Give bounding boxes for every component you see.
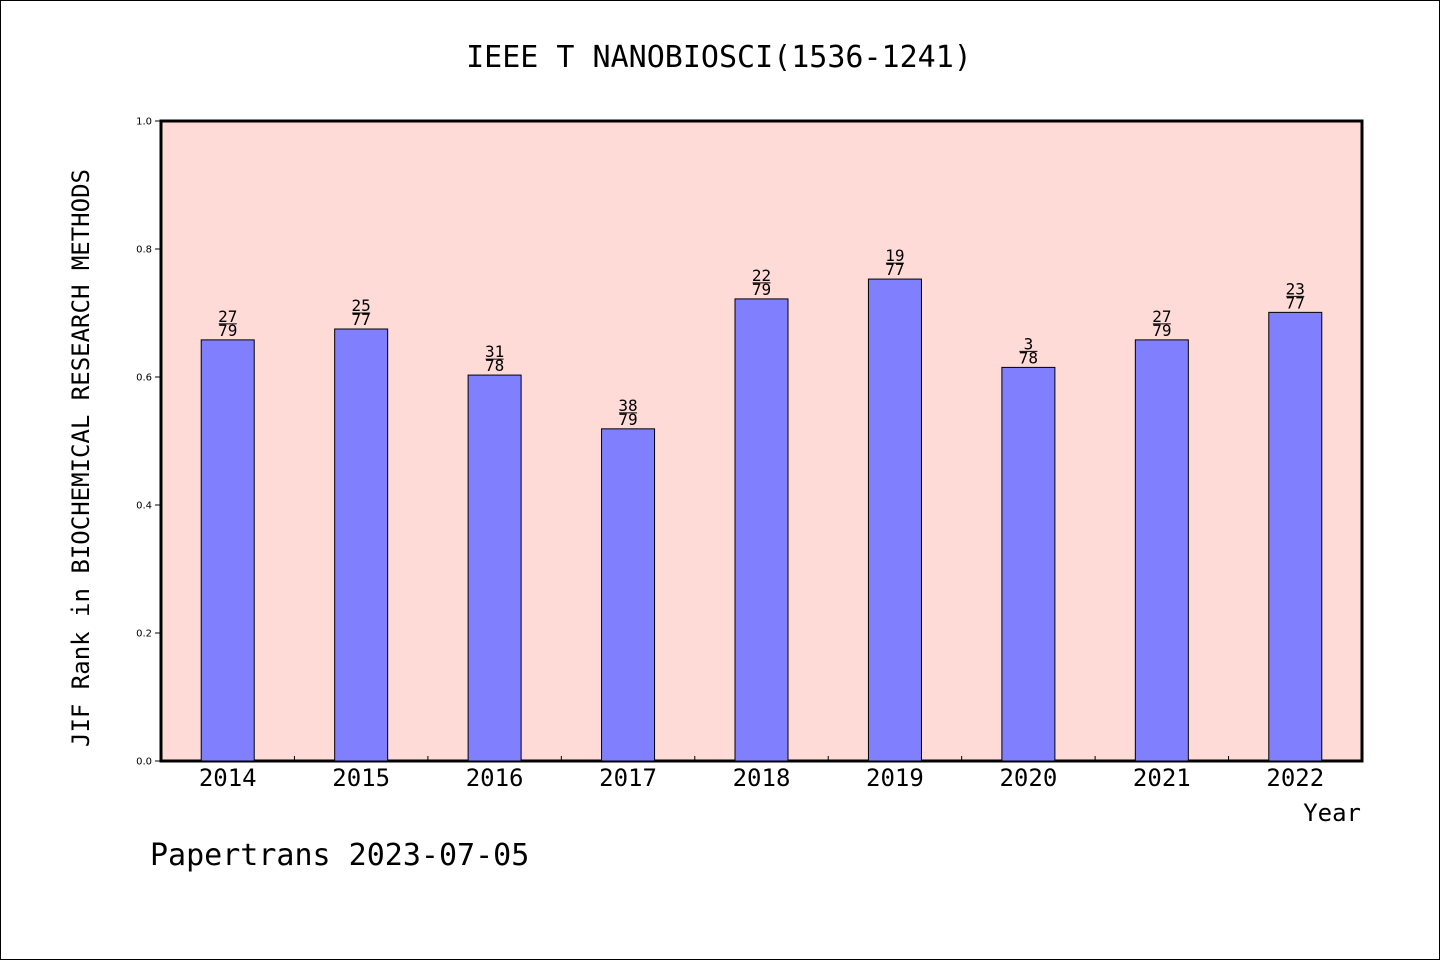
- x-tick-label: 2022: [1266, 764, 1324, 792]
- y-tick-label: 1.0: [136, 117, 152, 128]
- bar: [1001, 366, 1056, 762]
- data-label-rank: 19: [885, 246, 904, 265]
- y-tick-label: 0.6: [136, 373, 152, 384]
- data-label-rank: 38: [618, 396, 637, 415]
- data-label-total: 77: [885, 260, 904, 279]
- data-label-rank: 23: [1286, 279, 1305, 298]
- bar: [467, 374, 522, 762]
- x-tick-label: 2021: [1133, 764, 1191, 792]
- data-label-rank: 25: [352, 296, 371, 315]
- bar: [734, 298, 789, 762]
- bar: [867, 278, 922, 762]
- data-label-rank: 27: [1152, 307, 1171, 326]
- data-label-total: 79: [218, 321, 237, 340]
- footer-text: Papertrans 2023-07-05: [150, 838, 529, 873]
- chart-title: IEEE T NANOBIOSCI(1536-1241): [466, 40, 972, 75]
- bar: [334, 328, 389, 762]
- data-label-rank: 3: [1024, 334, 1034, 353]
- bar: [1268, 311, 1323, 762]
- data-label-total: 78: [1019, 348, 1038, 367]
- data-label-rank: 27: [218, 307, 237, 326]
- y-tick-label: 0.8: [136, 245, 152, 256]
- y-axis-label: JIF Rank in BIOCHEMICAL RESEARCH METHODS: [67, 169, 95, 747]
- data-label-total: 77: [352, 310, 371, 329]
- y-tick-label: 0.2: [136, 629, 152, 640]
- x-axis: 2014 2015 2016 2017 2018 2019 2020 2021 2022: [199, 756, 1324, 792]
- data-label-rank: 22: [752, 266, 771, 285]
- y-tick-label: 0.4: [136, 501, 152, 512]
- y-tick-label: 0.0: [136, 757, 152, 768]
- bar: [601, 428, 656, 762]
- data-label-total: 79: [618, 410, 637, 429]
- x-tick-label: 2015: [332, 764, 390, 792]
- y-axis: 0.0 0.2 0.4 0.6 0.8 1.0: [136, 117, 161, 768]
- data-label-rank: 31: [485, 342, 504, 361]
- x-tick-label: 2020: [999, 764, 1057, 792]
- x-tick-label: 2014: [199, 764, 257, 792]
- data-label-total: 77: [1286, 293, 1305, 312]
- x-tick-label: 2016: [466, 764, 524, 792]
- bar: [1134, 339, 1189, 762]
- x-tick-label: 2019: [866, 764, 924, 792]
- data-label-total: 79: [1152, 321, 1171, 340]
- x-tick-label: 2018: [733, 764, 791, 792]
- bar: [200, 339, 255, 762]
- x-tick-label: 2017: [599, 764, 657, 792]
- data-label-total: 78: [485, 356, 504, 375]
- data-label-total: 79: [752, 280, 771, 299]
- x-axis-label: Year: [1303, 799, 1361, 827]
